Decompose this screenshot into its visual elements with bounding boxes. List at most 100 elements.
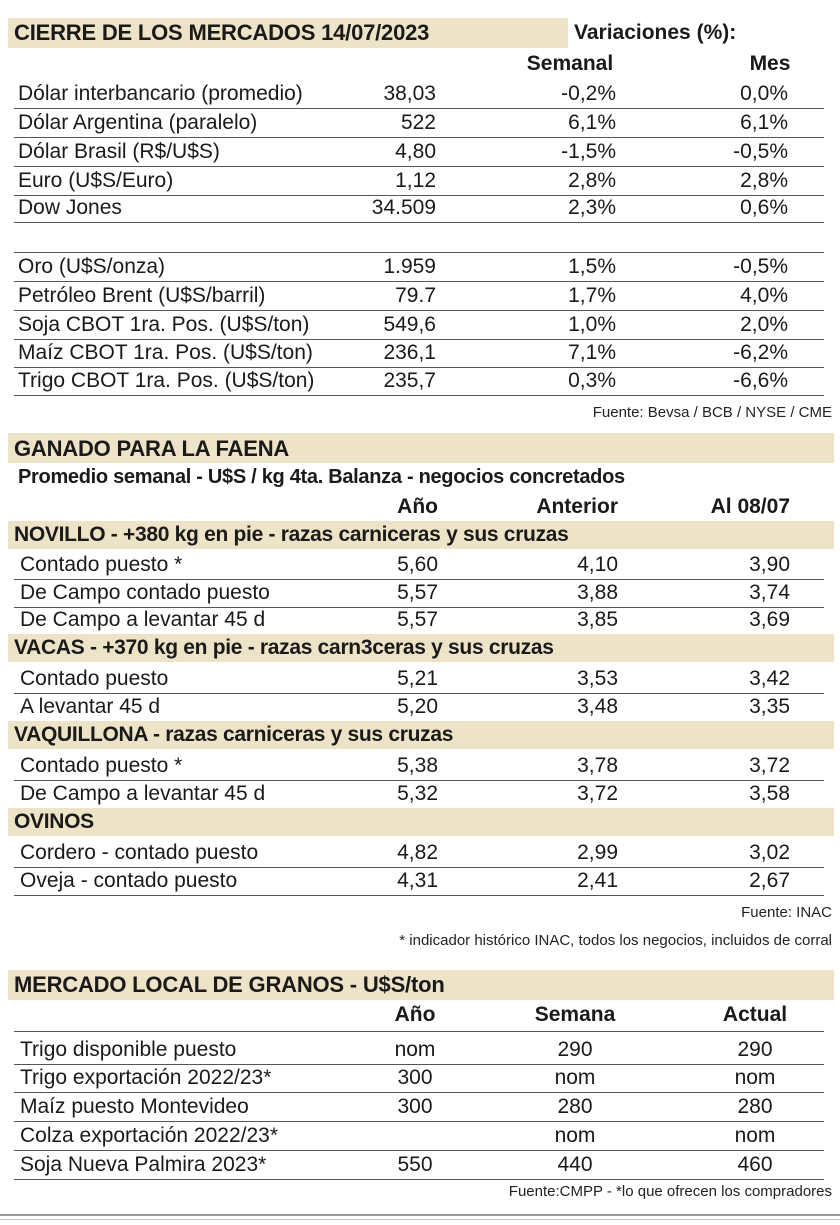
ganado-source: Fuente: INAC [741,904,832,921]
group-header-band [8,721,834,749]
row-semana: nom [554,1124,596,1147]
row-semanal: -0,2% [561,82,616,105]
row-mes: 2,8% [740,169,788,192]
row-label: De Campo a levantar 45 d [20,782,266,805]
row-semanal: 1,0% [568,313,616,336]
row-mes: 0,6% [740,196,788,219]
granos-col-semana: Semana [534,1003,616,1026]
row-label: A levantar 45 d [20,695,161,718]
row-label: Maíz CBOT 1ra. Pos. (U$S/ton) [18,341,313,364]
row-semanal: 6,1% [568,111,616,134]
row-al: 3,58 [749,782,790,805]
ganado-col-anio: Año [397,495,438,518]
row-anterior: 3,88 [577,581,618,604]
row-label: Trigo disponible puesto [20,1038,237,1061]
row-label: Maíz puesto Montevideo [20,1095,249,1118]
ganado-header-band [8,433,834,463]
row-al: 3,69 [749,608,790,631]
group-title: OVINOS [14,810,94,833]
row-mes: -0,5% [733,255,788,278]
row-mes: -6,2% [733,341,788,364]
row-anterior: 3,53 [577,667,618,690]
row-al: 3,02 [749,841,790,864]
row-value: 79.7 [395,284,436,307]
bottom-divider [0,1214,840,1216]
row-value: 235,7 [383,369,436,392]
group-title: VAQUILLONA - razas carniceras y sus cruz… [14,723,454,746]
ganado-col-al: Al 08/07 [710,495,790,518]
row-semanal: -1,5% [561,140,616,163]
row-mes: 4,0% [740,284,788,307]
row-label: Euro (U$S/Euro) [18,169,174,192]
granos-header-band [8,970,834,1000]
bottom-divider [0,1219,840,1220]
granos-title: MERCADO LOCAL DE GRANOS - U$S/ton [14,972,445,997]
row-al: 3,42 [749,667,790,690]
row-mes: -0,5% [733,140,788,163]
row-anio: 4,82 [397,841,438,864]
row-mes: -6,6% [733,369,788,392]
row-semanal: 1,5% [568,255,616,278]
cierre-col-mes: Mes [749,52,791,75]
row-value: 4,80 [395,140,436,163]
row-value: 34.509 [371,196,436,219]
row-label: Petróleo Brent (U$S/barril) [18,284,266,307]
group-title: NOVILLO - +380 kg en pie - razas carnice… [14,523,569,546]
row-actual: nom [734,1124,776,1147]
row-actual: 290 [737,1038,773,1061]
row-label: Dow Jones [18,196,122,219]
row-semanal: 7,1% [568,341,616,364]
group-header-band [8,634,834,662]
row-value: 38,03 [383,82,436,105]
row-label: Trigo CBOT 1ra. Pos. (U$S/ton) [18,369,315,392]
row-anio: 5,57 [397,581,438,604]
row-anterior: 2,99 [577,841,618,864]
row-anio: 5,20 [397,695,438,718]
row-label: Cordero - contado puesto [20,841,259,864]
row-anio: 5,32 [397,782,438,805]
granos-col-actual: Actual [722,1003,788,1026]
row-mes: 2,0% [740,313,788,336]
row-semanal: 1,7% [568,284,616,307]
row-semana: 290 [557,1038,593,1061]
granos-col-anio: Año [394,1003,436,1026]
cierre-source: Fuente: Bevsa / BCB / NYSE / CME [592,404,832,421]
row-anio: 5,21 [397,667,438,690]
row-anio: 5,38 [397,754,438,777]
row-label: Dólar interbancario (promedio) [18,82,303,105]
cierre-col-semanal: Semanal [526,52,614,75]
row-anterior: 3,72 [577,782,618,805]
cierre-title: CIERRE DE LOS MERCADOS 14/07/2023 [14,20,430,45]
row-semanal: 2,8% [568,169,616,192]
granos-source: Fuente:CMPP - *lo que ofrecen los compra… [508,1183,832,1200]
row-anterior: 2,41 [577,869,618,892]
row-anio: 300 [397,1066,433,1089]
ganado-note: * indicador histórico INAC, todos los ne… [399,932,832,949]
row-actual: 280 [737,1095,773,1118]
row-anio: 4,31 [397,869,438,892]
row-al: 3,72 [749,754,790,777]
row-mes: 6,1% [740,111,788,134]
row-value: 1,12 [395,169,436,192]
group-header-band [8,521,834,549]
row-label: De Campo a levantar 45 d [20,608,266,631]
row-anterior: 3,78 [577,754,618,777]
row-al: 3,74 [749,581,790,604]
row-anterior: 4,10 [577,553,618,576]
row-label: Oro (U$S/onza) [18,255,166,278]
row-mes: 0,0% [740,82,788,105]
row-actual: nom [734,1066,776,1089]
row-semana: 440 [557,1153,593,1176]
row-semana: 280 [557,1095,593,1118]
row-semanal: 2,3% [568,196,616,219]
row-label: Contado puesto [20,667,169,690]
row-al: 3,90 [749,553,790,576]
row-anio: 300 [397,1095,433,1118]
row-label: Dólar Argentina (paralelo) [18,111,258,134]
row-anio: 550 [397,1153,433,1176]
row-semana: nom [554,1066,596,1089]
row-anio: nom [394,1038,436,1061]
row-actual: 460 [737,1153,773,1176]
row-anterior: 3,48 [577,695,618,718]
row-value: 236,1 [383,341,436,364]
